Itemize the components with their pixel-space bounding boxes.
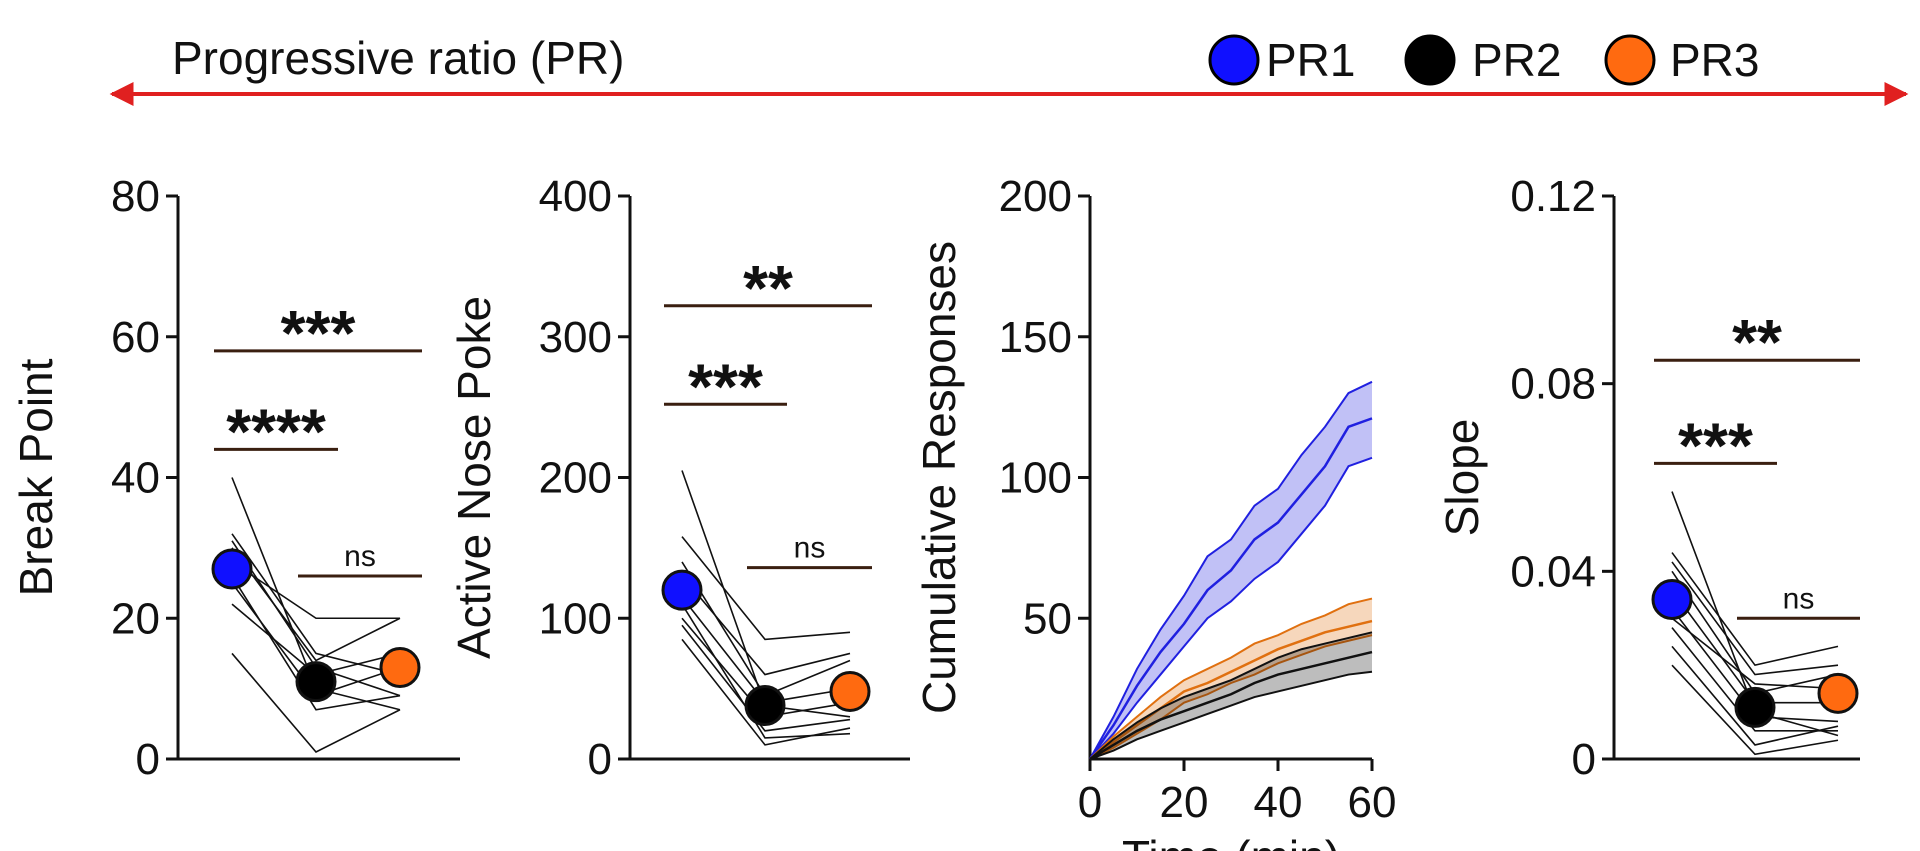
y-axis-label: Break Point bbox=[10, 358, 62, 596]
y-tick-label: 50 bbox=[1023, 594, 1072, 643]
band-upper-line-pr1 bbox=[1089, 380, 1373, 760]
legend-marker-pr1 bbox=[1208, 34, 1260, 86]
subject-line bbox=[1671, 627, 1838, 732]
band-upper-line-pr3 bbox=[1089, 597, 1373, 760]
series-line-pr3 bbox=[1089, 619, 1373, 761]
subject-line bbox=[681, 575, 851, 676]
mean-marker-pr2 bbox=[295, 661, 337, 703]
subject-line bbox=[1671, 617, 1839, 690]
legend-label-pr1: PR1 bbox=[1266, 34, 1355, 86]
subject-line bbox=[681, 536, 851, 641]
y-tick-label: 300 bbox=[539, 313, 612, 362]
subject-line bbox=[231, 652, 401, 753]
subject-line bbox=[231, 561, 400, 620]
mean-marker-pr1 bbox=[1651, 578, 1693, 620]
legend-label-pr2: PR2 bbox=[1472, 34, 1561, 86]
subject-line bbox=[1671, 664, 1839, 756]
subject-line bbox=[681, 638, 851, 746]
y-tick-label: 0.08 bbox=[1510, 360, 1596, 409]
mean-marker-pr1 bbox=[211, 548, 253, 590]
mean-marker-pr2 bbox=[1734, 686, 1776, 728]
significance-label: **** bbox=[226, 395, 326, 467]
subject-line bbox=[1671, 552, 1839, 667]
mean-marker-pr1 bbox=[661, 569, 703, 611]
significance-label: *** bbox=[281, 297, 356, 369]
y-tick-label: 80 bbox=[111, 172, 160, 221]
header-title: Progressive ratio (PR) bbox=[172, 32, 624, 84]
x-tick-label: 60 bbox=[1348, 778, 1397, 827]
subject-line bbox=[231, 575, 401, 711]
band-lower-line-pr2 bbox=[1089, 670, 1373, 760]
significance-label: ** bbox=[1732, 306, 1782, 378]
x-axis-label: Time (min) bbox=[1122, 831, 1340, 851]
y-tick-label: 0 bbox=[588, 735, 612, 784]
y-axis-label: Slope bbox=[1436, 419, 1488, 537]
subject-line bbox=[681, 624, 851, 732]
y-tick-label: 100 bbox=[539, 594, 612, 643]
band-lower-line-pr1 bbox=[1089, 456, 1373, 760]
mean-marker-pr3 bbox=[379, 647, 421, 689]
y-tick-label: 150 bbox=[999, 313, 1072, 362]
x-tick-label: 20 bbox=[1160, 778, 1209, 827]
y-tick-label: 60 bbox=[111, 313, 160, 362]
confidence-band-pr2 bbox=[1090, 632, 1372, 759]
y-tick-label: 200 bbox=[999, 172, 1072, 221]
significance-label: ns bbox=[794, 532, 826, 565]
y-tick-label: 0.12 bbox=[1510, 172, 1596, 221]
y-axis-label: Active Nose Poke bbox=[448, 296, 500, 659]
mean-marker-pr2 bbox=[744, 685, 786, 727]
y-axis-label: Cumulative Responses bbox=[913, 241, 965, 714]
mean-marker-pr3 bbox=[829, 670, 871, 712]
series-line-pr1 bbox=[1088, 417, 1373, 760]
y-tick-label: 0 bbox=[136, 735, 160, 784]
series-line-pr2 bbox=[1089, 650, 1373, 761]
subject-line bbox=[1671, 645, 1839, 746]
y-tick-label: 200 bbox=[539, 454, 612, 503]
significance-label: ns bbox=[344, 540, 376, 573]
significance-label: *** bbox=[688, 350, 763, 422]
mean-marker-pr3 bbox=[1817, 672, 1859, 714]
significance-label: ns bbox=[1783, 582, 1815, 615]
subject-line bbox=[1671, 561, 1839, 676]
band-upper-line-pr2 bbox=[1089, 631, 1373, 760]
y-tick-label: 0.04 bbox=[1510, 547, 1596, 596]
cumulative-responses-panel: 50 100 150 200 Cumulative Responses 0 20 40 60 Ti… bbox=[913, 172, 1396, 851]
y-tick-label: 0 bbox=[1572, 735, 1596, 784]
legend-label-pr3: PR3 bbox=[1670, 34, 1759, 86]
legend-marker-pr2 bbox=[1404, 34, 1456, 86]
significance-label: ** bbox=[743, 252, 793, 324]
y-tick-label: 20 bbox=[111, 594, 160, 643]
significance-label: *** bbox=[1678, 409, 1753, 481]
subject-line bbox=[231, 533, 401, 676]
subject-line bbox=[681, 603, 851, 739]
y-tick-label: 100 bbox=[999, 454, 1072, 503]
y-tick-label: 400 bbox=[539, 172, 612, 221]
subject-line bbox=[231, 547, 401, 662]
legend-marker-pr3 bbox=[1604, 34, 1656, 86]
y-tick-label: 40 bbox=[111, 454, 160, 503]
subject-line bbox=[681, 470, 851, 718]
band-lower-line-pr3 bbox=[1089, 634, 1373, 760]
x-tick-label: 0 bbox=[1078, 778, 1102, 827]
x-tick-label: 40 bbox=[1254, 778, 1303, 827]
legend: PR1 PR2 PR3 bbox=[1208, 34, 1759, 86]
